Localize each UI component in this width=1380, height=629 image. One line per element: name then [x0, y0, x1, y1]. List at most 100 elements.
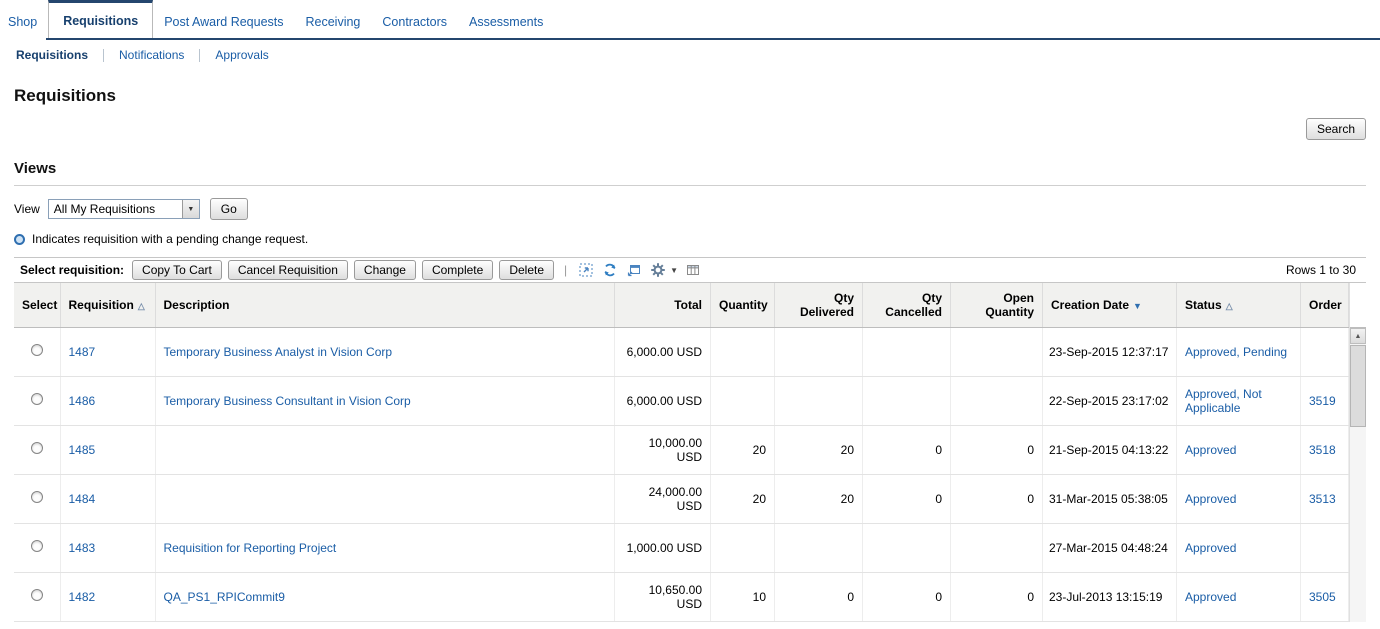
tab-assessments[interactable]: Assessments — [469, 15, 544, 29]
tab-shop[interactable]: Shop — [8, 15, 38, 29]
table-row: 1482 QA_PS1_RPICommit9 10,650.00 USD 10 … — [14, 572, 1349, 622]
row-select-radio[interactable] — [30, 442, 43, 454]
views-heading: Views — [14, 160, 57, 177]
row-select-radio[interactable] — [30, 344, 43, 356]
freeze-columns-icon[interactable] — [684, 261, 702, 279]
qty-cancelled-cell — [862, 376, 951, 426]
total-cell: 1,000.00 USD — [614, 523, 711, 573]
row-select-radio[interactable] — [30, 540, 43, 552]
quantity-cell: 20 — [710, 425, 775, 475]
row-select-radio[interactable] — [30, 491, 43, 503]
creation-date-cell: 23-Sep-2015 12:37:17 — [1042, 327, 1177, 377]
total-cell: 10,000.00 USD — [614, 425, 711, 475]
sort-asc-icon[interactable]: △ — [137, 300, 145, 311]
select-requisition-label: Select requisition: — [20, 263, 125, 277]
creation-date-cell: 31-Mar-2015 05:38:05 — [1042, 474, 1177, 524]
qty-cancelled-cell: 0 — [862, 572, 951, 622]
col-header-quantity: Quantity — [710, 283, 775, 328]
table-row: 1487 Temporary Business Analyst in Visio… — [14, 327, 1349, 377]
col-header-creation-date[interactable]: Creation Date ▼ — [1042, 283, 1177, 328]
description-link[interactable]: QA_PS1_RPICommit9 — [163, 589, 285, 604]
col-header-order: Order — [1300, 283, 1349, 328]
qty-delivered-cell — [774, 327, 863, 377]
open-quantity-cell: 0 — [950, 572, 1043, 622]
tab-contractors[interactable]: Contractors — [382, 15, 447, 29]
search-button[interactable]: Search — [1305, 118, 1366, 140]
scrollbar-thumb[interactable] — [1350, 345, 1366, 427]
subtab-approvals[interactable]: Approvals — [215, 48, 269, 62]
quantity-cell — [710, 523, 775, 573]
qty-delivered-cell: 20 — [774, 425, 863, 475]
total-cell: 6,000.00 USD — [614, 327, 711, 377]
status-link[interactable]: Approved, Not Applicable — [1185, 386, 1262, 415]
sort-desc-icon[interactable]: ▼ — [1133, 300, 1142, 311]
subtab-requisitions[interactable]: Requisitions — [16, 48, 89, 62]
status-link[interactable]: Approved — [1185, 589, 1237, 604]
row-select-radio[interactable] — [30, 393, 43, 405]
settings-gear-icon[interactable] — [649, 261, 667, 279]
tab-requisitions[interactable]: Requisitions — [48, 0, 154, 38]
tab-post-award-requests[interactable]: Post Award Requests — [164, 15, 284, 29]
requisition-link[interactable]: 1482 — [68, 589, 96, 604]
requisition-link[interactable]: 1483 — [68, 540, 96, 555]
open-quantity-cell: 0 — [950, 474, 1043, 524]
delete-button[interactable]: Delete — [499, 260, 554, 280]
col-header-open-quantity: Open Quantity — [950, 283, 1043, 328]
subtab-divider — [199, 48, 201, 62]
qty-delivered-cell — [774, 376, 863, 426]
detach-window-icon[interactable] — [625, 261, 643, 279]
col-header-description: Description — [155, 283, 615, 328]
requisition-link[interactable]: 1487 — [68, 344, 96, 359]
description-link[interactable]: Requisition for Reporting Project — [163, 540, 337, 555]
scroll-up-icon[interactable]: ▲ — [1350, 328, 1366, 344]
qty-cancelled-cell: 0 — [862, 425, 951, 475]
gear-dropdown-caret[interactable]: ▼ — [670, 265, 679, 275]
complete-button[interactable]: Complete — [421, 260, 494, 280]
table-scrollbar[interactable]: ▲ — [1349, 283, 1366, 622]
requisition-link[interactable]: 1484 — [68, 491, 96, 506]
status-link[interactable]: Approved — [1185, 540, 1237, 555]
total-cell: 10,650.00 USD — [614, 572, 711, 622]
copy-to-cart-button[interactable]: Copy To Cart — [132, 260, 222, 280]
requisition-link[interactable]: 1486 — [68, 393, 96, 408]
open-quantity-cell — [950, 376, 1043, 426]
refresh-icon[interactable] — [601, 261, 619, 279]
creation-date-cell: 23-Jul-2013 13:15:19 — [1042, 572, 1177, 622]
description-link[interactable]: Temporary Business Consultant in Vision … — [163, 393, 411, 408]
order-link[interactable]: 3518 — [1309, 442, 1336, 457]
view-select-value: All My Requisitions — [53, 202, 156, 216]
detach-table-icon[interactable] — [577, 261, 595, 279]
cancel-requisition-button[interactable]: Cancel Requisition — [227, 260, 348, 280]
table-row: 1483 Requisition for Reporting Project 1… — [14, 523, 1349, 573]
description-link[interactable]: Temporary Business Analyst in Vision Cor… — [163, 344, 393, 359]
row-select-radio[interactable] — [30, 589, 43, 601]
go-button[interactable]: Go — [209, 198, 248, 220]
status-link[interactable]: Approved — [1185, 491, 1237, 506]
creation-date-cell: 22-Sep-2015 23:17:02 — [1042, 376, 1177, 426]
status-link[interactable]: Approved, Pending — [1185, 344, 1288, 359]
order-link[interactable]: 3519 — [1309, 393, 1336, 408]
status-link[interactable]: Approved — [1185, 442, 1237, 457]
creation-date-cell: 21-Sep-2015 04:13:22 — [1042, 425, 1177, 475]
toolbar-divider: | — [564, 263, 568, 277]
qty-cancelled-cell: 0 — [862, 474, 951, 524]
table-header-row: Select Requisition △ Description Total Qu… — [14, 283, 1349, 328]
order-link[interactable]: 3513 — [1309, 491, 1336, 506]
table-row: 1486 Temporary Business Consultant in Vi… — [14, 376, 1349, 426]
col-header-qty-delivered: Qty Delivered — [774, 283, 863, 328]
qty-cancelled-cell — [862, 523, 951, 573]
col-header-qty-cancelled: Qty Cancelled — [862, 283, 951, 328]
tab-receiving[interactable]: Receiving — [305, 15, 361, 29]
col-header-requisition[interactable]: Requisition △ — [60, 283, 156, 328]
qty-delivered-cell — [774, 523, 863, 573]
pending-change-icon — [14, 233, 25, 245]
sort-asc-icon[interactable]: △ — [1225, 300, 1233, 311]
dropdown-arrow-icon[interactable]: ▼ — [181, 200, 199, 218]
subtab-notifications[interactable]: Notifications — [119, 48, 185, 62]
col-header-status[interactable]: Status △ — [1176, 283, 1301, 328]
view-select[interactable]: All My Requisitions ▼ — [47, 199, 200, 219]
order-link[interactable]: 3505 — [1309, 589, 1336, 604]
change-button[interactable]: Change — [353, 260, 416, 280]
table-toolbar: Select requisition: Copy To Cart Cancel … — [14, 257, 1366, 283]
requisition-link[interactable]: 1485 — [68, 442, 96, 457]
